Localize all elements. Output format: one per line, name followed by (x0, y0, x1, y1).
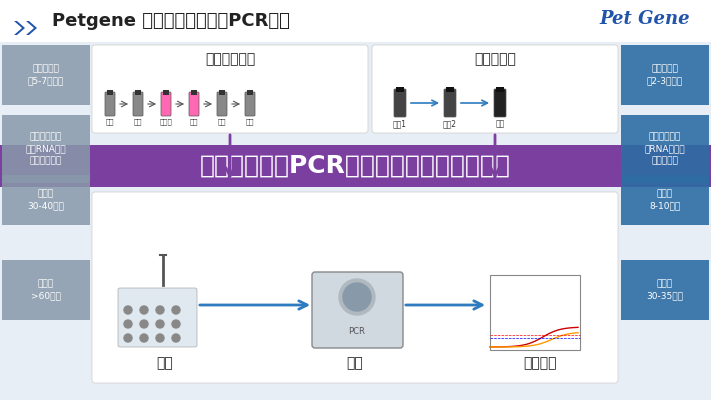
FancyBboxPatch shape (621, 115, 709, 183)
Circle shape (156, 334, 164, 342)
Text: 点时长
>60分钟: 点时长 >60分钟 (31, 280, 61, 300)
Circle shape (140, 334, 148, 342)
Circle shape (156, 306, 164, 314)
FancyBboxPatch shape (446, 87, 454, 92)
FancyBboxPatch shape (105, 92, 115, 116)
Circle shape (172, 306, 180, 314)
FancyBboxPatch shape (2, 115, 90, 183)
FancyBboxPatch shape (217, 92, 227, 116)
FancyBboxPatch shape (372, 45, 618, 133)
Text: 模板: 模板 (496, 119, 505, 128)
Circle shape (343, 283, 371, 311)
Text: 去蛋白: 去蛋白 (160, 118, 172, 125)
Polygon shape (26, 21, 37, 35)
FancyBboxPatch shape (191, 90, 197, 95)
FancyBboxPatch shape (621, 45, 709, 105)
Circle shape (339, 279, 375, 315)
FancyBboxPatch shape (92, 45, 368, 133)
Text: Pet Gene: Pet Gene (599, 10, 690, 28)
Text: 加样: 加样 (156, 356, 173, 370)
Circle shape (124, 306, 132, 314)
FancyBboxPatch shape (396, 87, 404, 92)
Text: 上机: 上机 (347, 356, 363, 370)
FancyBboxPatch shape (0, 0, 711, 42)
Text: 风干: 风干 (218, 118, 226, 125)
FancyBboxPatch shape (621, 260, 709, 320)
Circle shape (140, 306, 148, 314)
FancyBboxPatch shape (2, 260, 90, 320)
FancyBboxPatch shape (312, 272, 403, 348)
FancyBboxPatch shape (394, 89, 406, 117)
FancyBboxPatch shape (133, 92, 143, 116)
FancyBboxPatch shape (2, 45, 90, 105)
Circle shape (124, 320, 132, 328)
FancyBboxPatch shape (219, 90, 225, 95)
Text: 时长：
30-40分钟: 时长： 30-40分钟 (28, 190, 65, 210)
Text: 免核酸提取: 免核酸提取 (474, 52, 516, 66)
Text: 洗脱: 洗脱 (246, 118, 255, 125)
Circle shape (124, 334, 132, 342)
FancyBboxPatch shape (444, 89, 456, 117)
FancyBboxPatch shape (2, 175, 90, 225)
FancyBboxPatch shape (494, 89, 506, 117)
FancyBboxPatch shape (490, 275, 580, 350)
FancyBboxPatch shape (135, 90, 141, 95)
Text: 减少开盖，避
免RNA降解和
气溶胶污染: 减少开盖，避 免RNA降解和 气溶胶污染 (645, 133, 685, 165)
Text: 裂解: 裂解 (106, 118, 114, 125)
FancyBboxPatch shape (0, 145, 711, 187)
Text: 实时定量荧光PCR：精准医学检测的里程碑: 实时定量荧光PCR：精准医学检测的里程碑 (200, 154, 510, 178)
FancyBboxPatch shape (107, 90, 113, 95)
Circle shape (172, 334, 180, 342)
Text: 时长：
8-10分钟: 时长： 8-10分钟 (649, 190, 680, 210)
FancyBboxPatch shape (161, 92, 171, 116)
FancyBboxPatch shape (118, 288, 197, 347)
Text: 洗涤: 洗涤 (190, 118, 198, 125)
Text: 裂解2: 裂解2 (443, 119, 457, 128)
Circle shape (140, 320, 148, 328)
Text: 过程简便，
共2-3步操作: 过程简便， 共2-3步操作 (647, 65, 683, 85)
Text: 点时长
30-35分钟: 点时长 30-35分钟 (646, 280, 683, 300)
FancyBboxPatch shape (247, 90, 253, 95)
Text: 频繁开盖，易
导致RNA降解
和气溶胶污染: 频繁开盖，易 导致RNA降解 和气溶胶污染 (26, 133, 66, 165)
Text: 过程繁琐，
共5-7步操作: 过程繁琐， 共5-7步操作 (28, 65, 64, 85)
Text: 传统核酸提取: 传统核酸提取 (205, 52, 255, 66)
FancyBboxPatch shape (163, 90, 169, 95)
FancyBboxPatch shape (496, 87, 504, 92)
Circle shape (172, 320, 180, 328)
FancyBboxPatch shape (189, 92, 199, 116)
Text: 吸附: 吸附 (134, 118, 142, 125)
Polygon shape (14, 21, 25, 35)
FancyBboxPatch shape (245, 92, 255, 116)
Circle shape (156, 320, 164, 328)
FancyBboxPatch shape (621, 175, 709, 225)
Text: PCR: PCR (348, 328, 365, 336)
Text: 结果判读: 结果判读 (523, 356, 557, 370)
Text: Petgene 快速实时荧光定量PCR检测: Petgene 快速实时荧光定量PCR检测 (52, 12, 290, 30)
FancyBboxPatch shape (92, 192, 618, 383)
Text: 裂解1: 裂解1 (393, 119, 407, 128)
